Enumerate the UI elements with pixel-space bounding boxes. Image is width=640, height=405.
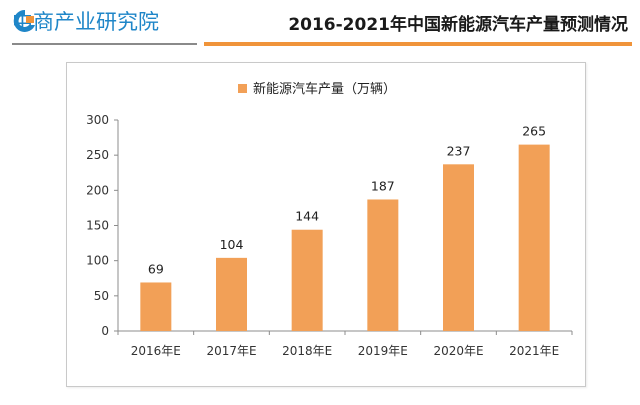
data-labels: 69 104 144 187 237 265 [148, 124, 546, 277]
data-label: 144 [295, 209, 319, 224]
bar [443, 164, 474, 331]
data-label: 237 [447, 143, 471, 158]
bar [216, 257, 247, 331]
bar [140, 282, 172, 331]
data-label: 104 [220, 237, 244, 252]
logo-icon [13, 9, 35, 32]
bar [291, 229, 323, 331]
x-tick-label: 2019年E [358, 344, 408, 358]
bar [367, 199, 399, 331]
x-tick-label: 2016年E [131, 344, 181, 358]
data-label: 265 [522, 124, 546, 139]
bars [140, 144, 550, 331]
x-tick-label: 2017年E [206, 344, 256, 358]
y-tick-label: 50 [94, 289, 109, 303]
x-tick-label: 2021年E [509, 344, 559, 358]
y-tick-label: 200 [86, 183, 109, 197]
y-tick-label: 300 [86, 113, 109, 127]
header-divider-right [204, 42, 632, 46]
legend: 新能源汽车产量（万辆） [238, 81, 396, 97]
header-divider-left [12, 43, 197, 45]
x-tick-label: 2020年E [433, 344, 483, 358]
axes: 0 50 100 150 200 250 300 2016年E 2017年E 2018年E 2019… [86, 113, 573, 358]
data-label: 187 [371, 178, 395, 193]
page-header: 中商产业研究院 2016-2021年中国新能源汽车产量预测情况 [0, 0, 640, 44]
y-tick-label: 150 [86, 219, 109, 233]
x-tick-label: 2018年E [282, 344, 332, 358]
y-tick-label: 0 [101, 324, 109, 338]
y-tick-label: 100 [86, 254, 109, 268]
legend-swatch [238, 84, 247, 93]
legend-label: 新能源汽车产量（万辆） [253, 81, 396, 97]
logo-text: 中商产业研究院 [12, 10, 159, 34]
chart-frame [66, 62, 586, 387]
bar [518, 144, 550, 331]
data-label: 69 [148, 261, 164, 276]
y-tick-label: 250 [86, 148, 109, 162]
page-title: 2016-2021年中国新能源汽车产量预测情况 [288, 15, 628, 35]
logo: 中商产业研究院 [12, 8, 159, 36]
